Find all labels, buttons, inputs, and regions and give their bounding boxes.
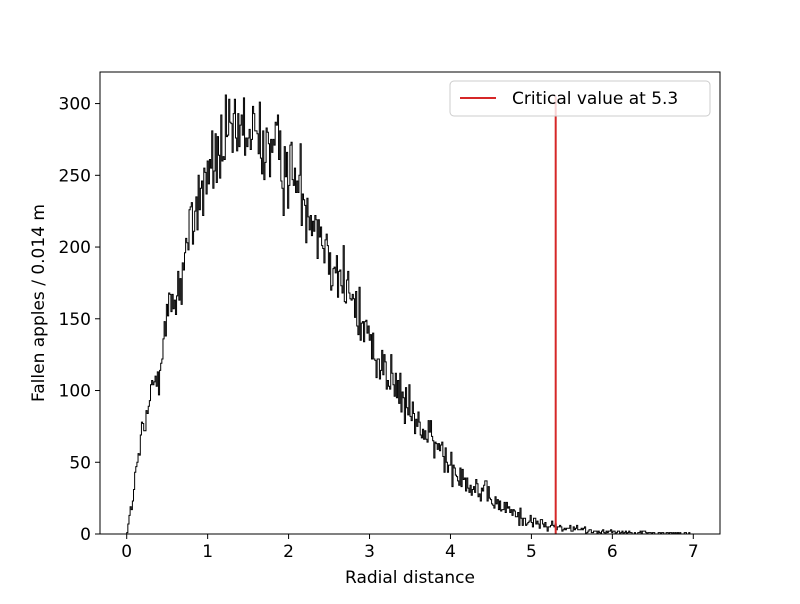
y-tick-label: 0: [80, 525, 91, 545]
x-tick-label: 3: [364, 542, 375, 562]
x-tick-label: 0: [121, 542, 132, 562]
x-tick-label: 5: [526, 542, 537, 562]
axes-frame: [99, 71, 721, 535]
legend-box: [449, 80, 711, 117]
y-axis-label: Fallen apples / 0.014 m: [29, 204, 49, 402]
x-axis-label: Radial distance: [345, 568, 475, 588]
legend: Critical value at 5.3: [449, 80, 711, 117]
x-axis-ticks: 0 1 2 3 4 5 6 7: [121, 534, 699, 562]
y-tick-label: 200: [59, 238, 91, 258]
x-tick-label: 6: [607, 542, 618, 562]
x-tick-label: 4: [445, 542, 456, 562]
x-tick-label: 1: [202, 542, 213, 562]
y-tick-label: 50: [69, 453, 91, 473]
x-tick-label: 2: [283, 542, 294, 562]
legend-critical-value-label: Critical value at 5.3: [512, 89, 678, 109]
y-axis-ticks: 0 50 100 150 200 250 300: [59, 95, 100, 545]
y-tick-label: 100: [59, 382, 91, 402]
y-tick-label: 150: [59, 310, 91, 330]
y-tick-label: 250: [59, 166, 91, 186]
y-tick-label: 300: [59, 95, 91, 115]
x-tick-label: 7: [688, 542, 699, 562]
